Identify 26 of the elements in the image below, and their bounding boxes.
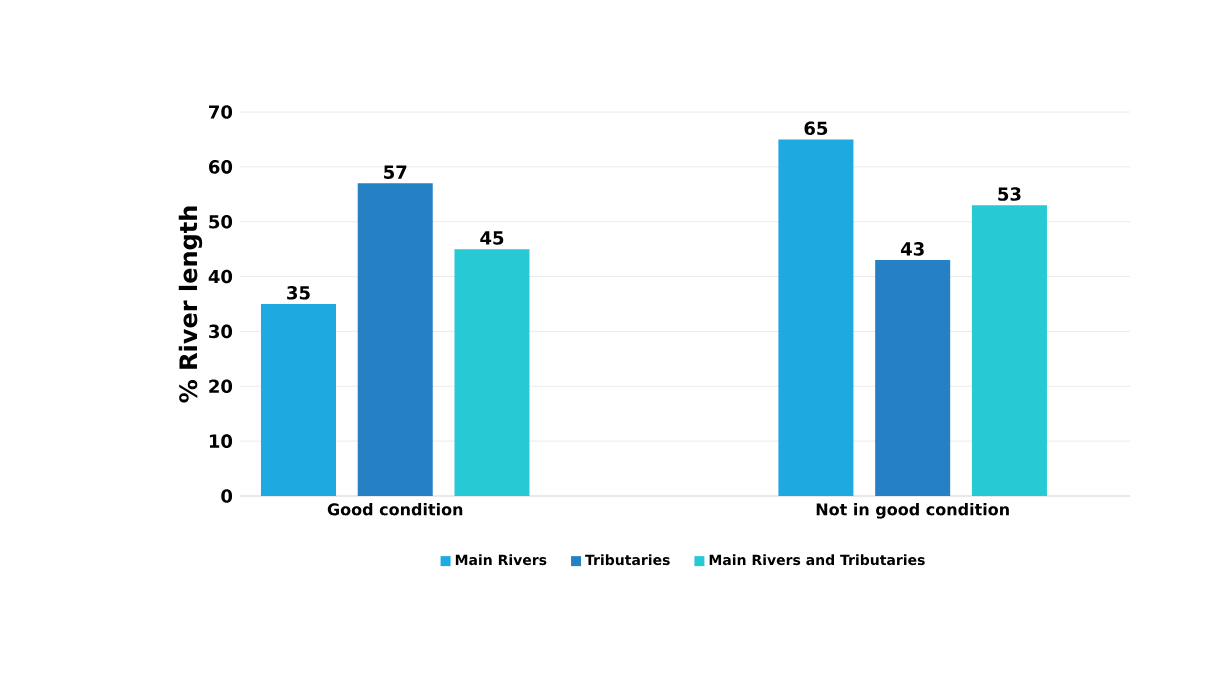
legend-label: Main Rivers (455, 554, 547, 566)
data-label: 65 (804, 121, 828, 136)
data-label: 53 (998, 187, 1021, 201)
bar (260, 303, 336, 496)
y-tick-label: 70 (209, 105, 233, 119)
data-label: 57 (384, 165, 407, 179)
legend-label: Tributaries (585, 554, 670, 566)
y-tick-label: 50 (209, 214, 233, 229)
data-label: 43 (900, 242, 924, 256)
y-tick-label: 30 (209, 324, 233, 339)
bar (875, 260, 951, 496)
bar (971, 205, 1047, 496)
legend-label: Main Rivers and Tributaries (709, 554, 925, 566)
y-tick-label: 20 (209, 379, 233, 394)
bar (778, 139, 854, 496)
data-label: 35 (287, 285, 310, 300)
bar (357, 183, 433, 496)
x-tick-label: Not in good condition (816, 503, 1009, 519)
y-tick-label: 0 (221, 489, 233, 503)
y-tick-label: 10 (209, 434, 233, 448)
y-axis-title: % River length (178, 206, 203, 403)
y-tick-label: 60 (209, 160, 233, 174)
data-label: 45 (480, 231, 504, 245)
y-tick-label: 40 (208, 269, 233, 284)
x-tick-label: Good condition (327, 503, 463, 516)
bar (454, 249, 530, 496)
